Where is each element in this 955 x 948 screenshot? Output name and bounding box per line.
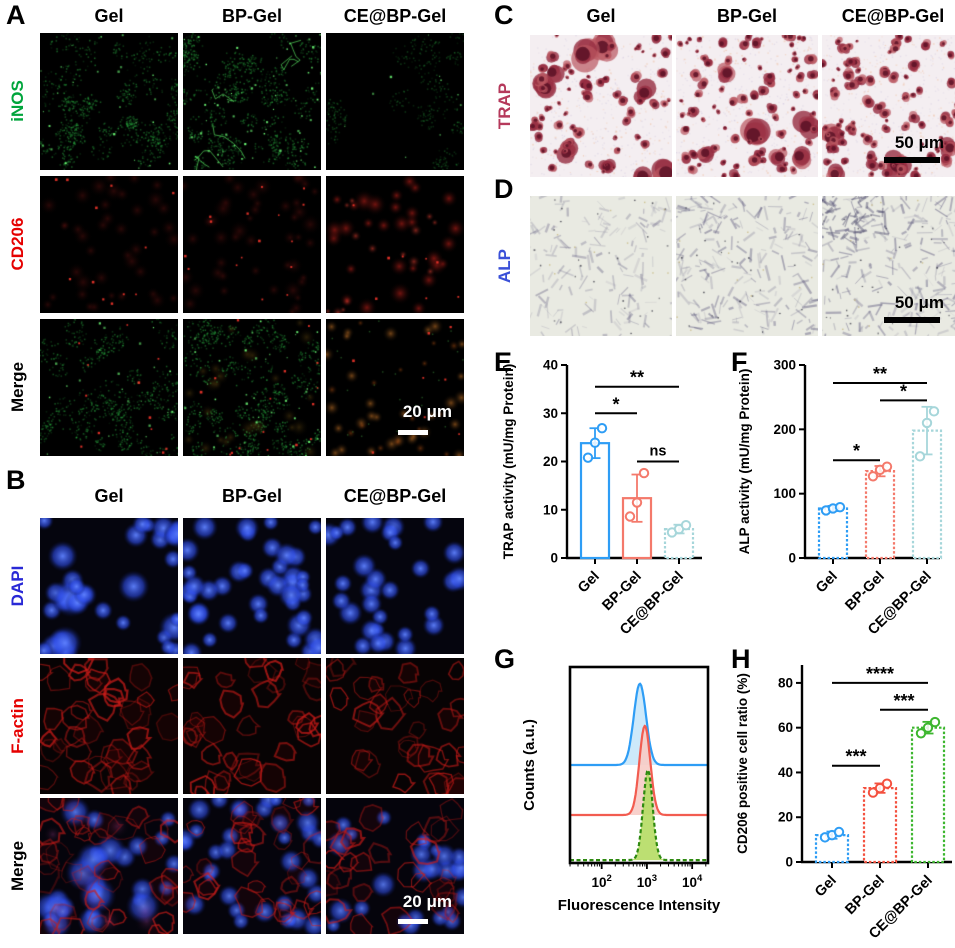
micrograph-merge-b-cebp-gel [326, 798, 464, 934]
scale-bar-b [398, 919, 428, 924]
svg-text:*: * [853, 441, 860, 461]
panel-f-label: F [731, 347, 748, 377]
svg-text:102: 102 [592, 873, 612, 890]
row-label-merge-b: Merge [8, 840, 27, 892]
panel-a-label: A [6, 0, 26, 30]
svg-text:20: 20 [778, 810, 793, 825]
micrograph-merge-a-bp-gel [183, 319, 321, 456]
micrograph-trap-bp-gel [676, 35, 818, 177]
scale-bar-d [884, 317, 940, 323]
micrograph-alp-cebp-gel [822, 196, 955, 336]
column-header-gel: Gel [94, 6, 124, 26]
panel-b-label: B [6, 465, 26, 495]
svg-text:103: 103 [637, 873, 657, 890]
svg-text:300: 300 [773, 358, 796, 373]
svg-text:40: 40 [543, 358, 558, 373]
svg-text:****: **** [866, 664, 894, 684]
flow-cytometry-chart: 102 103 104 Fluorescence Intensity Counts (a… [521, 665, 721, 914]
column-header-bp-gel: BP-Gel [221, 6, 282, 26]
svg-text:0: 0 [785, 855, 793, 870]
row-label-cd206: CD206 [8, 217, 27, 271]
micrograph-cd206-bp-gel [183, 176, 321, 313]
row-label-alp: ALP [495, 249, 514, 283]
micrograph-trap-cebp-gel [822, 35, 955, 177]
micrograph-cd206-gel [40, 176, 178, 313]
row-label-merge-a: Merge [8, 361, 27, 413]
svg-text:**: ** [873, 364, 887, 384]
svg-text:60: 60 [778, 720, 793, 735]
svg-text:Counts (a.u.): Counts (a.u.) [521, 719, 538, 811]
micrograph-cd206-cebp-gel [326, 176, 464, 313]
svg-text:ALP activity (mU/mg Protein): ALP activity (mU/mg Protein) [737, 369, 752, 555]
micrograph-factin-bp-gel [183, 658, 321, 794]
panel-e-label: E [494, 347, 513, 377]
svg-text:20: 20 [543, 454, 558, 469]
svg-text:200: 200 [773, 422, 796, 437]
svg-text:Gel: Gel [812, 873, 840, 901]
panel-g-label: G [494, 644, 516, 674]
column-header-bp-gel-b: BP-Gel [221, 486, 282, 506]
column-header-bp-gel-c: BP-Gel [716, 6, 777, 26]
svg-text:***: *** [893, 691, 914, 711]
micrograph-factin-gel [40, 658, 178, 794]
micrograph-merge-b-gel [40, 798, 178, 934]
micrograph-merge-b-bp-gel [183, 798, 321, 934]
micrograph-factin-cebp-gel [326, 658, 464, 794]
svg-text:0: 0 [788, 551, 796, 566]
svg-text:*: * [900, 381, 907, 401]
svg-text:100: 100 [773, 486, 796, 501]
micrograph-dapi-cebp-gel [326, 518, 464, 654]
micrograph-merge-a-gel [40, 319, 178, 456]
micrograph-merge-a-cebp-gel [326, 319, 464, 456]
svg-text:***: *** [845, 747, 866, 767]
row-label-trap: TRAP [495, 82, 514, 130]
svg-text:BP-Gel: BP-Gel [842, 569, 887, 614]
svg-text:CD206 positive cell ratio (%): CD206 positive cell ratio (%) [736, 673, 750, 854]
micrograph-inos-cebp-gel [326, 33, 464, 170]
svg-text:**: ** [630, 368, 644, 388]
row-label-inos: iNOS [8, 80, 27, 122]
svg-text:*: * [612, 394, 619, 414]
svg-text:104: 104 [682, 873, 703, 890]
column-header-cebp-gel-b: CE@BP-Gel [343, 486, 447, 506]
column-header-cebp-gel-c: CE@BP-Gel [841, 6, 945, 26]
column-header-gel-b: Gel [94, 486, 124, 506]
row-label-f-actin: F-actin [8, 698, 27, 754]
svg-text:Gel: Gel [813, 569, 841, 597]
panel-c-label: C [494, 0, 514, 30]
micrograph-trap-gel [530, 35, 672, 177]
svg-text:40: 40 [778, 765, 793, 780]
panel-d-label: D [494, 174, 514, 204]
svg-text:10: 10 [543, 502, 558, 517]
row-label-dapi: DAPI [8, 565, 27, 607]
scale-bar-a [398, 430, 428, 435]
column-header-gel-c: Gel [586, 6, 616, 26]
micrograph-inos-gel [40, 33, 178, 170]
micrograph-inos-bp-gel [183, 33, 321, 170]
svg-text:ns: ns [650, 444, 667, 460]
micrograph-alp-bp-gel [676, 196, 818, 336]
svg-text:Fluorescence Intensity: Fluorescence Intensity [558, 897, 721, 914]
svg-text:Gel: Gel [575, 569, 603, 597]
scale-bar-c [884, 157, 940, 163]
svg-text:BP-Gel: BP-Gel [842, 873, 887, 918]
svg-text:0: 0 [550, 551, 558, 566]
micrograph-alp-gel [530, 196, 672, 336]
column-header-cebp-gel: CE@BP-Gel [343, 6, 447, 26]
svg-text:80: 80 [778, 675, 793, 690]
panel-h-label: H [731, 644, 751, 674]
micrograph-dapi-gel [40, 518, 178, 654]
svg-text:30: 30 [543, 406, 558, 421]
micrograph-dapi-bp-gel [183, 518, 321, 654]
svg-text:TRAP activity (mU/mg Protein): TRAP activity (mU/mg Protein) [501, 364, 516, 560]
